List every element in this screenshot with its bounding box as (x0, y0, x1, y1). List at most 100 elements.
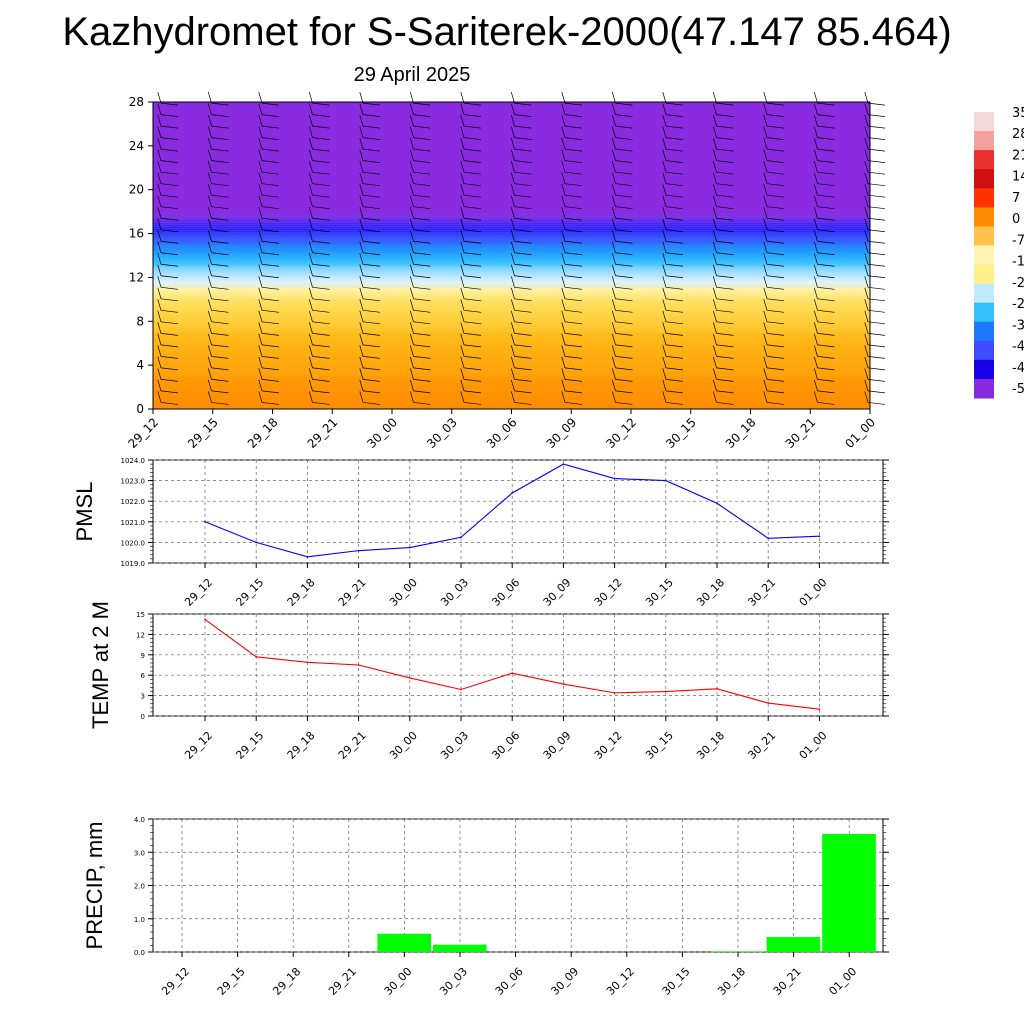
wind-barb (460, 253, 465, 265)
wind-barb (763, 195, 768, 207)
wind-barb-flag (362, 402, 381, 405)
wind-barb-flag (211, 125, 229, 129)
wind-barb-flag (211, 148, 229, 152)
wind-barb (662, 299, 667, 311)
heatmap-xtick-label: 01_00 (842, 415, 878, 451)
wind-barb (157, 264, 162, 276)
wind-barb-flag (817, 298, 835, 302)
wind-barb (359, 241, 364, 253)
wind-barb (258, 161, 263, 173)
wind-barb-flag (514, 194, 532, 198)
wind-barb-flag (211, 344, 229, 348)
wind-barb-flag (211, 321, 229, 325)
wind-barb (409, 184, 414, 196)
wind-barb (207, 253, 212, 265)
wind-barb-flag (362, 332, 381, 336)
colorbar-label: -14 (1012, 255, 1024, 270)
wind-barb-flag (716, 367, 734, 371)
colorbar-label: 14 (1012, 170, 1024, 185)
wind-barb-flag (867, 298, 886, 302)
wind-barb (460, 218, 465, 230)
wind-barb-flag (160, 229, 179, 233)
wind-barb (712, 276, 717, 288)
wind-barb-flag (312, 137, 330, 140)
wind-barb (510, 241, 515, 253)
wind-barb (409, 299, 414, 311)
pmsl-point (255, 541, 258, 544)
wind-barb (258, 184, 263, 196)
wind-barb (813, 264, 818, 276)
precip-ylabel: PRECIP, mm (82, 822, 107, 950)
wind-barb-flag (362, 379, 381, 382)
wind-barb-flag (160, 114, 179, 117)
wind-barb-flag (413, 148, 431, 152)
heatmap-ytick-label: 8 (136, 314, 144, 328)
wind-barb-flag (312, 309, 330, 313)
wind-barb (157, 172, 162, 184)
wind-barb (510, 91, 515, 104)
temp-xtick-label: 30_18 (694, 729, 727, 762)
heatmap-xtick-label: 30_12 (603, 415, 639, 451)
heatmap-ytick-label: 0 (136, 402, 144, 416)
wind-barb-flag (716, 114, 734, 117)
temp-ytick-label: 9 (141, 652, 145, 660)
wind-barb (561, 322, 566, 334)
wind-barb-flag (867, 286, 886, 290)
wind-barb-flag (564, 286, 583, 290)
wind-barb (510, 207, 515, 219)
wind-barb (712, 345, 717, 357)
wind-barb (561, 391, 566, 403)
wind-barb (308, 103, 313, 115)
wind-barb (662, 345, 667, 357)
wind-barb-flag (867, 125, 886, 129)
wind-barb (611, 126, 616, 138)
wind-barb-flag (514, 263, 532, 267)
wind-barb (460, 379, 465, 392)
wind-barb-flag (261, 217, 280, 221)
temp-point (255, 655, 258, 658)
wind-barb-flag (564, 217, 583, 221)
wind-barb (460, 287, 465, 299)
wind-barb-flag (160, 321, 179, 325)
wind-barb (813, 241, 818, 253)
wind-barb-flag (514, 344, 532, 348)
wind-barb-flag (261, 275, 280, 279)
wind-barb (510, 333, 515, 345)
wind-barb-flag (615, 298, 633, 302)
wind-barb (611, 241, 616, 253)
wind-barb-flag (766, 114, 785, 117)
wind-barb-flag (716, 240, 734, 244)
wind-barb (359, 310, 364, 322)
heatmap-xtick-label: 29_18 (245, 415, 281, 451)
wind-barb-flag (817, 217, 835, 221)
pmsl-xtick-label: 30_00 (387, 576, 420, 609)
wind-barb (359, 184, 364, 196)
wind-barb-flag (867, 102, 886, 106)
wind-barb-flag (665, 229, 684, 233)
wind-barb (662, 276, 667, 288)
temp-point (613, 691, 616, 694)
wind-barb (864, 241, 869, 253)
pmsl-xtick-label: 29_12 (182, 576, 215, 609)
wind-barb-flag (463, 263, 482, 267)
precip-bar (766, 937, 821, 952)
wind-barb-flag (867, 356, 886, 359)
wind-barb (813, 149, 818, 161)
wind-barb (712, 391, 717, 403)
colorbar-label: 28 (1012, 127, 1024, 142)
heatmap-xtick-label: 30_18 (723, 415, 759, 451)
wind-barb-flag (463, 309, 482, 313)
colorbar-label: 0 (1012, 212, 1020, 227)
wind-barb (359, 322, 364, 334)
temp-xtick-label: 30_21 (745, 729, 778, 762)
wind-barb (864, 126, 869, 138)
wind-barb (763, 161, 768, 173)
colorbar-label: -35 (1012, 318, 1024, 333)
wind-barb (712, 126, 717, 138)
wind-barb (864, 195, 869, 207)
wind-barb (308, 299, 313, 311)
wind-barb-flag (362, 367, 381, 371)
wind-barb (308, 391, 313, 403)
colorbar-label: -42 (1012, 340, 1024, 355)
wind-barb-flag (463, 390, 482, 394)
